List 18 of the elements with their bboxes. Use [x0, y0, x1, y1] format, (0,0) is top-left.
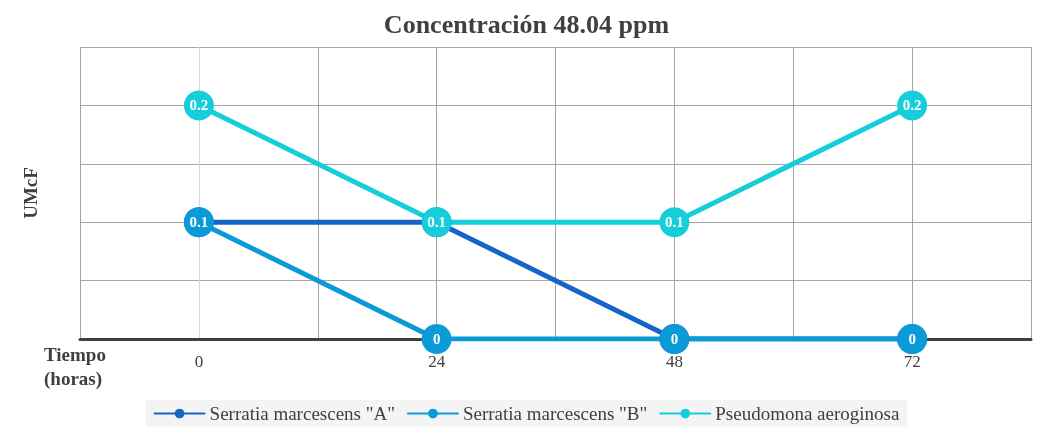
chart-title: Concentración 48.04 ppm [383, 9, 670, 39]
legend-label: Serratia marcescens "B" [462, 403, 648, 424]
x-tick-label: 72 [903, 352, 921, 371]
data-label: 0 [670, 331, 679, 347]
data-label: 0.1 [189, 214, 209, 231]
data-label: 0 [908, 331, 916, 347]
x-axis-title: Tiempo (horas) [44, 343, 106, 390]
x-tick-label: 0 [194, 352, 204, 371]
legend-label: Serratia marcescens "A" [209, 403, 395, 424]
y-axis-title: UMcF [20, 167, 41, 219]
data-label: 0.1 [427, 214, 446, 231]
data-label: 0 [432, 331, 441, 347]
x-tick-label: 48 [665, 352, 683, 371]
x-tick-label: 24 [428, 352, 446, 371]
data-label: 0.2 [189, 97, 209, 114]
legend-label: Pseudomona aeroginosa [715, 403, 900, 424]
data-label: 0.1 [665, 214, 684, 231]
data-label: 0.2 [902, 97, 922, 114]
